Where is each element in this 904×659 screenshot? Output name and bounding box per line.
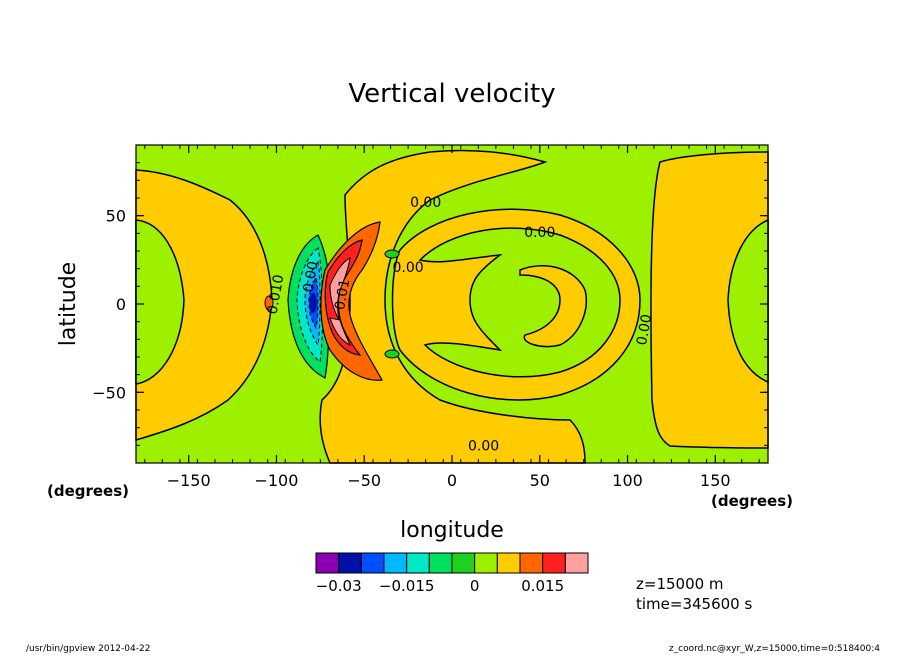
colorbar-swatch	[542, 552, 566, 574]
colorbar-swatch	[428, 552, 453, 574]
y-axis-label: latitude	[56, 262, 81, 346]
x-axis-label: longitude	[400, 518, 504, 543]
x-tick-label: 100	[612, 471, 643, 490]
info-z: z=15000 m	[636, 575, 724, 593]
x-tick-label: 50	[530, 471, 550, 490]
colorbar-label: 0	[470, 577, 480, 595]
colorbar: −0.03 −0.015 0 0.015	[315, 552, 589, 595]
small-positive-islet	[264, 295, 274, 311]
contour-label: 0.00	[468, 439, 499, 455]
x-tick-label: 150	[700, 471, 731, 490]
contour-label: 0.00	[393, 260, 424, 276]
contour-label: 0.00	[524, 225, 555, 241]
chart-title: Vertical velocity	[348, 79, 555, 109]
y-tick-label: −50	[92, 383, 126, 402]
colorbar-swatch	[383, 552, 408, 574]
colorbar-label: −0.015	[379, 577, 435, 595]
contour-label: 0.00	[301, 260, 322, 293]
colorbar-swatch	[519, 552, 544, 574]
colorbar-swatch	[451, 552, 476, 574]
x-unit-label: (degrees)	[711, 492, 793, 510]
colorbar-swatch	[360, 552, 385, 574]
contour-labels: 0.00 0.00 0.00 0.00 0.00 0.00 0.01 0.010	[265, 195, 656, 455]
colorbar-swatch	[564, 552, 589, 574]
contour-region-central-inner-green	[418, 227, 621, 378]
x-tick-label: −150	[167, 471, 211, 490]
colorbar-label: 0.015	[521, 577, 564, 595]
contour-region-central-core	[519, 265, 587, 348]
y-axis: 50 0 −50	[92, 162, 768, 446]
colorbar-swatch	[474, 552, 498, 574]
contour-region-west-inner	[135, 219, 185, 385]
contour-label: 0.01	[332, 278, 353, 311]
contour-region-east-yellow	[650, 151, 769, 449]
contour-label: 0.010	[265, 273, 288, 315]
contour-region-central-yellow	[319, 149, 586, 464]
x-tick-label: −50	[347, 471, 381, 490]
plot-area: 0.00 0.00 0.00 0.00 0.00 0.00 0.01 0.010	[135, 144, 769, 464]
x-axis: −150 −100 −50 0 50 100 150	[144, 145, 760, 490]
small-green-blob-north	[384, 249, 400, 259]
y-unit-label: (degrees)	[47, 482, 129, 500]
colorbar-swatch	[315, 552, 340, 574]
small-green-blob-south	[384, 349, 400, 359]
colorbar-swatch	[406, 552, 430, 574]
x-tick-label: 0	[447, 471, 457, 490]
footer-left: /usr/bin/gpview 2012-04-22	[26, 644, 150, 654]
contour-label: 0.00	[410, 195, 441, 211]
footer-right: z_coord.nc@xyr_W,z=15000,time=0:518400:4	[669, 644, 880, 654]
colorbar-swatch	[496, 552, 521, 574]
colorbar-swatch	[338, 552, 362, 574]
positive-core	[320, 221, 383, 381]
colorbar-label: −0.03	[316, 577, 362, 595]
y-tick-label: 0	[116, 295, 126, 314]
x-tick-label: −100	[254, 471, 298, 490]
info-time: time=345600 s	[636, 595, 752, 613]
contour-region-east-inner	[727, 218, 769, 384]
contour-label: 0.00	[634, 313, 655, 346]
y-tick-label: 50	[106, 207, 126, 226]
